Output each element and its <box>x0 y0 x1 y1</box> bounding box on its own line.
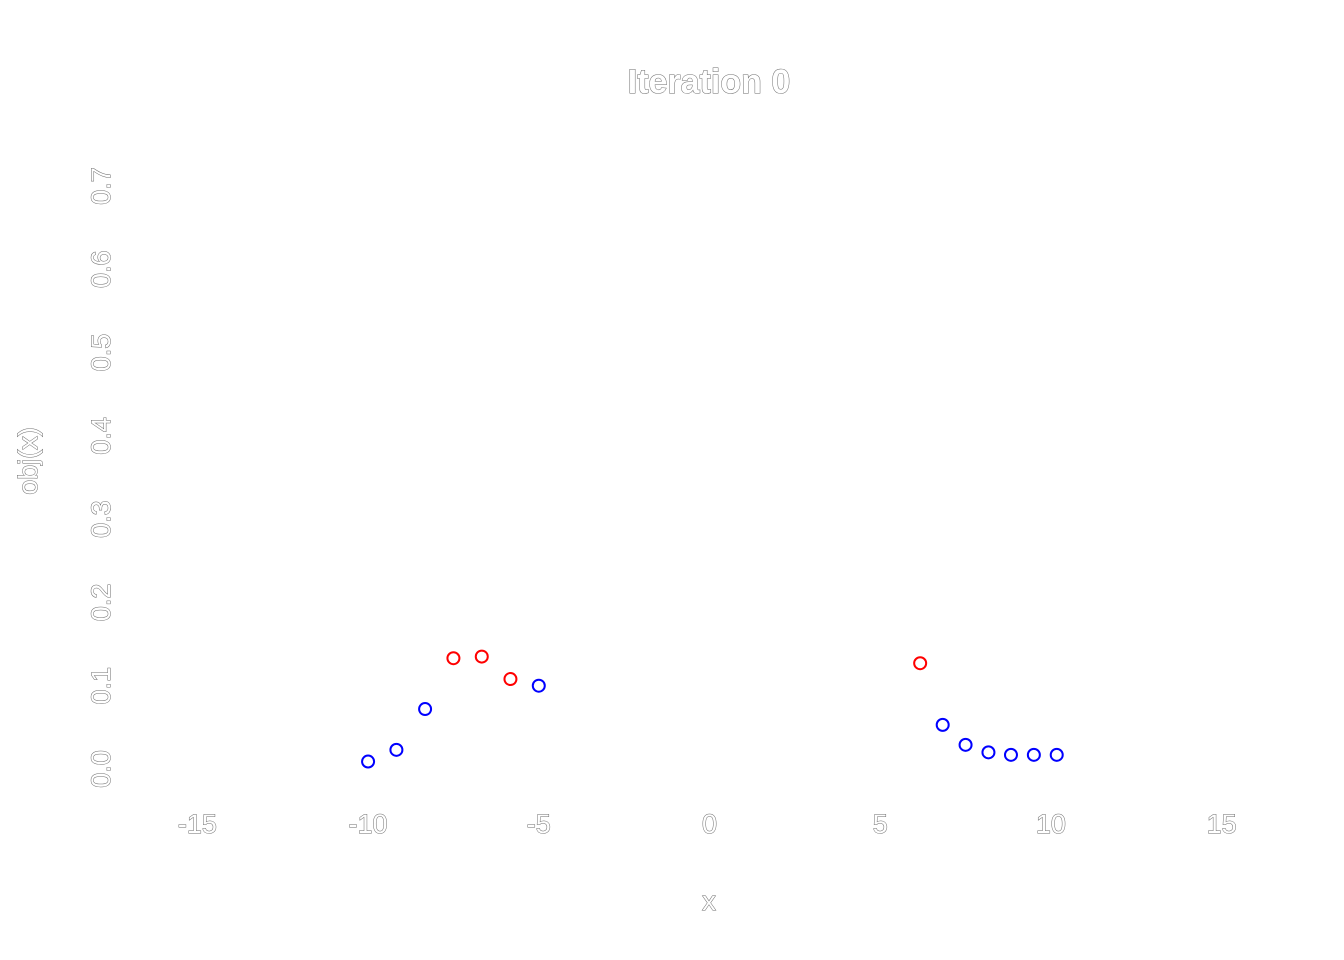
x-axis-label: x <box>702 886 716 916</box>
x-tick-label: -5 <box>527 809 551 839</box>
data-point <box>503 672 518 687</box>
x-axis-ticks: -15 -10 -5 0 5 10 15 <box>177 809 1237 840</box>
y-tick-label: 0.1 <box>86 667 116 705</box>
y-tick-label: 0.2 <box>86 584 116 622</box>
y-tick-label: 0.0 <box>86 750 116 788</box>
y-tick-label: 0.3 <box>86 500 116 538</box>
y-axis-ticks: 0.0 0.1 0.2 0.3 0.4 0.5 0.6 0.7 <box>86 167 117 789</box>
x-tick-label: 15 <box>1207 809 1237 839</box>
data-point <box>913 656 928 671</box>
data-point <box>446 651 461 666</box>
x-tick-label: 5 <box>873 809 888 839</box>
y-tick-label: 0.5 <box>86 334 116 372</box>
data-point <box>1049 747 1064 762</box>
data-point <box>935 717 950 732</box>
data-points <box>361 649 1064 769</box>
y-tick-label: 0.4 <box>86 417 116 455</box>
x-tick-label: -15 <box>178 809 217 839</box>
data-point <box>531 678 546 693</box>
data-point <box>389 742 404 757</box>
data-point <box>361 754 376 769</box>
x-tick-label: -10 <box>349 809 388 839</box>
data-point <box>958 737 973 752</box>
x-tick-label: 0 <box>702 809 717 839</box>
data-point <box>474 649 489 664</box>
data-point <box>418 702 433 717</box>
chart-title: Iteration 0 <box>628 63 790 101</box>
y-tick-label: 0.6 <box>86 250 116 288</box>
data-point <box>1003 747 1018 762</box>
data-point <box>981 745 996 760</box>
x-tick-label: 10 <box>1036 809 1066 839</box>
y-axis-label: obj(x) <box>13 427 43 495</box>
data-point <box>1026 747 1041 762</box>
y-tick-label: 0.7 <box>86 167 116 205</box>
